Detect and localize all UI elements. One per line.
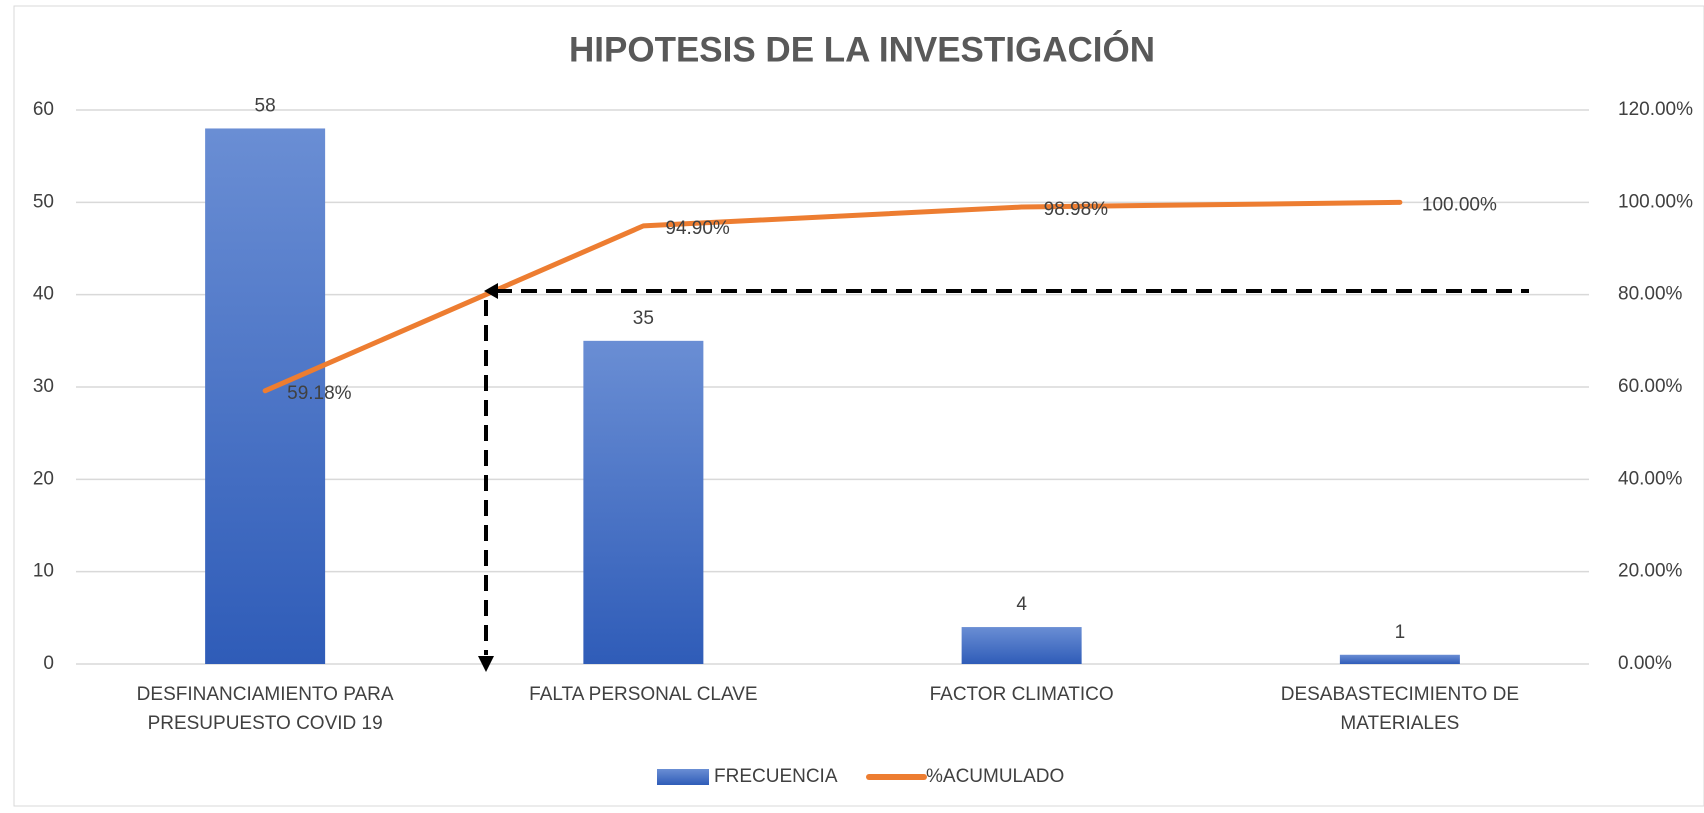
data-label: 100.00% [1422, 194, 1497, 215]
data-label: 35 [633, 308, 654, 329]
chart-frame [13, 5, 1704, 807]
y-tick-label: 50 [33, 191, 54, 212]
arrowhead [478, 656, 494, 672]
bar [205, 128, 326, 664]
data-label: 58 [255, 95, 276, 116]
x-tick-label: FALTA PERSONAL CLAVE [529, 684, 758, 705]
line [262, 199, 1403, 394]
data-label: 98.98% [1044, 199, 1109, 220]
y2-tick-label: 80.00% [1618, 284, 1683, 305]
y2-tick-label: 40.00% [1618, 468, 1683, 489]
x-tick-label: DESABASTECIMIENTO DE MATERIALES [1280, 684, 1519, 734]
y2-tick-label: 120.00% [1618, 99, 1693, 120]
y-tick-label: 0 [43, 653, 54, 674]
threshold-annotation [484, 289, 1529, 655]
y2-tick-label: 100.00% [1618, 191, 1693, 212]
data-label: 94.90% [665, 218, 730, 239]
bar [961, 627, 1082, 664]
y2-tick-label: 60.00% [1618, 376, 1683, 397]
y-tick-label: 20 [33, 468, 54, 489]
legend-label: FRECUENCIA [714, 766, 838, 787]
y2-tick-label: 20.00% [1618, 561, 1683, 582]
data-label: 1 [1395, 622, 1406, 643]
bar [1339, 654, 1460, 664]
y2-tick-label: 0.00% [1618, 653, 1672, 674]
y-tick-label: 40 [33, 284, 54, 305]
y-tick-label: 10 [33, 561, 54, 582]
y-tick-label: 60 [33, 99, 54, 120]
x-tick-label: DESFINANCIAMIENTO PARA PRESUPUESTO COVID… [136, 684, 394, 734]
legend-swatch [657, 769, 709, 785]
plot: 0 10 20 30 40 50 60 0.00% 20.00% 40.00% 60.00% 80.0… [33, 95, 1693, 674]
chart-title: HIPOTESIS DE LA INVESTIGACIÓN [569, 29, 1155, 69]
data-label: 59.18% [287, 383, 352, 404]
legend-label: %ACUMULADO [926, 766, 1064, 787]
data-label: 4 [1016, 594, 1027, 615]
y-tick-label: 30 [33, 376, 54, 397]
x-tick-label: FACTOR CLIMATICO [929, 684, 1114, 705]
bar [583, 340, 704, 664]
arrowhead [484, 283, 498, 299]
